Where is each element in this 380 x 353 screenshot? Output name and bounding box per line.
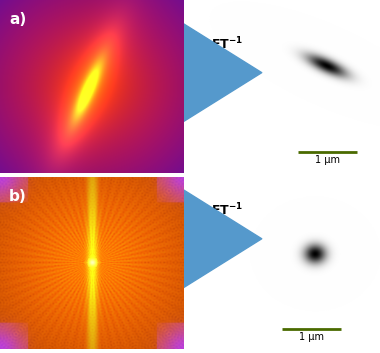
- FancyArrowPatch shape: [173, 17, 262, 128]
- Text: b): b): [9, 189, 27, 204]
- Text: a): a): [9, 12, 27, 27]
- Text: $\mathbf{FT^{-1}}$: $\mathbf{FT^{-1}}$: [211, 202, 243, 218]
- Text: 1 μm: 1 μm: [299, 332, 324, 342]
- FancyArrowPatch shape: [173, 183, 262, 294]
- Text: 1 μm: 1 μm: [315, 155, 340, 166]
- Text: $\mathbf{FT^{-1}}$: $\mathbf{FT^{-1}}$: [211, 35, 243, 52]
